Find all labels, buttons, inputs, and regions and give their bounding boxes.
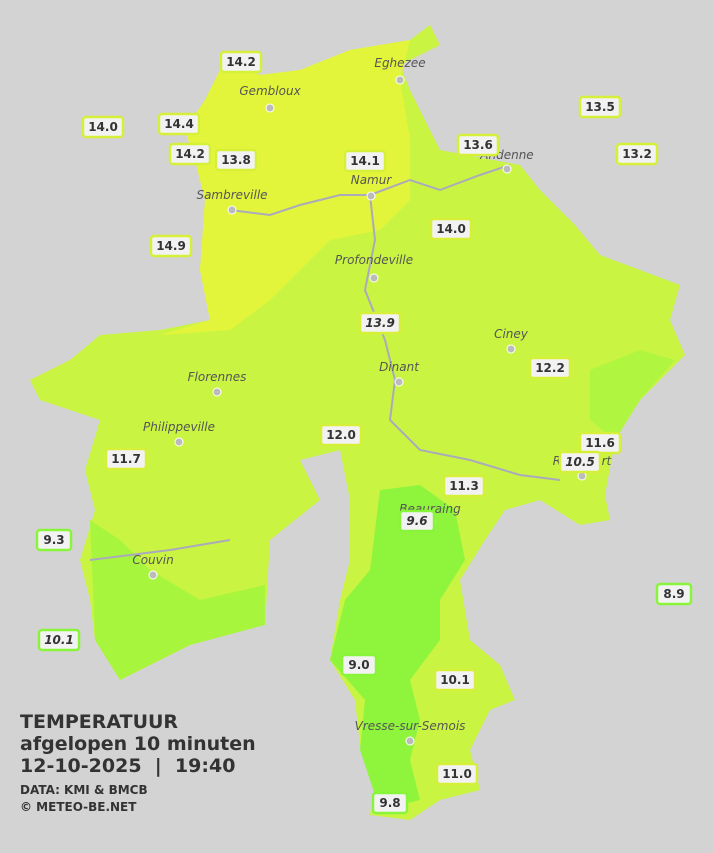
warm-zone: [160, 40, 410, 335]
cool-zone: [330, 485, 465, 810]
city-dot: [148, 570, 158, 580]
station-value: 9.8: [379, 796, 400, 810]
station-value: 11.6: [585, 436, 615, 450]
station-value: 14.9: [156, 239, 186, 253]
station-box: [456, 133, 500, 157]
river: [363, 194, 561, 481]
station-value: 10.5: [565, 455, 595, 469]
station-box: [429, 217, 473, 241]
station-box: [168, 142, 212, 166]
station-value: 8.9: [663, 587, 684, 601]
station-box: [578, 95, 622, 119]
legend-credit: © METEO-BE.NET: [20, 800, 137, 814]
station-box: [319, 423, 363, 447]
station-value: 11.3: [449, 479, 479, 493]
station-box: [343, 149, 387, 173]
station-box: [433, 668, 477, 692]
cool-zone: [590, 350, 675, 440]
station-box: [398, 509, 436, 533]
city-label: Profondeville: [335, 253, 413, 267]
map-layer: EghezeeGemblouxAndenneNamurSambrevillePr…: [35, 50, 693, 815]
cool-zone: [90, 520, 265, 680]
station-box: [35, 528, 73, 552]
station-box: [442, 474, 486, 498]
city-label: Ciney: [494, 327, 529, 341]
station-box: [558, 450, 602, 474]
city-label: Couvin: [132, 553, 173, 567]
station-box: [219, 50, 263, 74]
station-value: 14.0: [436, 222, 466, 236]
city-dot: [174, 437, 184, 447]
station-box: [81, 115, 125, 139]
station-box: [340, 653, 378, 677]
city-label: Vresse-sur-Semois: [355, 719, 466, 733]
station-box: [37, 628, 81, 652]
city-dot: [227, 205, 237, 215]
station-box: [358, 311, 402, 335]
station-box: [435, 762, 479, 786]
station-value: 12.0: [326, 428, 356, 442]
station-value: 11.7: [111, 452, 141, 466]
station-value: 14.0: [88, 120, 118, 134]
legend-datetime: 12-10-2025 | 19:40: [20, 755, 236, 777]
station-box: [104, 447, 148, 471]
station-value: 14.2: [226, 55, 256, 69]
city-dot: [405, 736, 415, 746]
city-label: Eghezee: [374, 56, 425, 70]
station-value: 10.1: [440, 673, 470, 687]
city-label: Dinant: [379, 360, 420, 374]
legend: TEMPERATUUR afgelopen 10 minuten 12-10-2…: [20, 711, 256, 814]
city-dot: [394, 377, 404, 387]
city-dot: [369, 273, 379, 283]
station-value: 9.6: [406, 514, 427, 528]
station-value: 14.4: [164, 117, 194, 131]
legend-title: TEMPERATUUR: [20, 711, 179, 733]
station-value: 14.2: [175, 147, 205, 161]
station-box: [371, 791, 409, 815]
legend-source: DATA: KMI & BMCB: [20, 783, 148, 797]
legend-period: afgelopen 10 minuten: [20, 733, 256, 755]
station-value: 9.3: [43, 533, 64, 547]
river: [89, 539, 231, 561]
station-box: [149, 234, 193, 258]
city-label: Namur: [351, 173, 393, 187]
city-dot: [502, 164, 512, 174]
city-label: Sambreville: [196, 188, 267, 202]
station-value: 13.6: [463, 138, 493, 152]
city-label: Florennes: [188, 370, 247, 384]
station-value: 14.1: [350, 154, 380, 168]
city-dot: [366, 191, 376, 201]
city-dot: [506, 344, 516, 354]
city-dot: [395, 75, 405, 85]
station-value: 12.2: [535, 361, 565, 375]
station-box: [615, 142, 659, 166]
station-value: 13.8: [221, 153, 251, 167]
station-value: 13.5: [585, 100, 615, 114]
station-value: 13.2: [622, 147, 652, 161]
station-box: [157, 112, 201, 136]
station-value: 9.0: [348, 658, 369, 672]
city-label: Philippeville: [143, 420, 215, 434]
city-dot: [265, 103, 275, 113]
city-label: Gembloux: [239, 84, 301, 98]
station-box: [214, 148, 258, 172]
station-box: [655, 582, 693, 606]
station-value: 10.1: [44, 633, 74, 647]
station-box: [528, 356, 572, 380]
station-value: 13.9: [365, 316, 395, 330]
station-value: 11.0: [442, 767, 472, 781]
city-dot: [212, 387, 222, 397]
